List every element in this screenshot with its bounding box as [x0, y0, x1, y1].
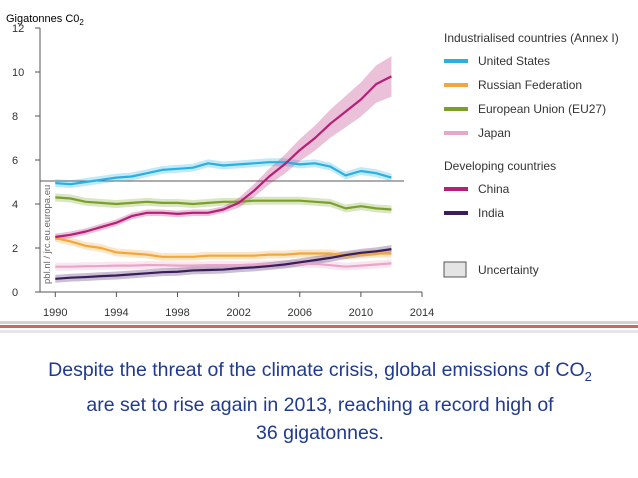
legend-heading-developing: Developing countries — [444, 159, 556, 173]
series-line-russian-federation — [55, 237, 392, 258]
legend-item-japan: Japan — [478, 126, 511, 140]
y-axis-title: Gigatonnes C02 — [6, 13, 84, 27]
caption-subscript: 2 — [584, 368, 592, 384]
slide-caption: Despite the threat of the climate crisis… — [20, 356, 620, 447]
legend-swatch-united-states — [444, 59, 468, 63]
series-line-japan — [55, 262, 392, 268]
caption-line-1-text: Despite the threat of the climate crisis… — [48, 359, 585, 381]
x-tick-label: 1990 — [43, 307, 67, 319]
x-tick-label: 2002 — [226, 307, 250, 319]
legend: Industrialised countries (Annex I) Unite… — [443, 31, 619, 278]
divider-line — [0, 321, 638, 324]
uncertainty-band-united-states — [55, 158, 392, 189]
legend-heading-industrialised: Industrialised countries (Annex I) — [444, 31, 619, 45]
legend-item-china: China — [478, 182, 510, 196]
y-tick-label: 4 — [12, 199, 18, 211]
y-tick-label: 0 — [12, 287, 18, 299]
legend-swatch-china — [444, 187, 468, 191]
x-tick-label: 1994 — [104, 307, 128, 319]
x-tick-label: 2006 — [288, 307, 312, 319]
caption-line-3: 36 gigatonnes. — [256, 421, 384, 444]
caption-line-1: Despite the threat of the climate crisis… — [20, 356, 620, 391]
y-tick-label: 12 — [12, 23, 24, 35]
x-tick-label: 2014 — [410, 307, 434, 319]
legend-swatch-russian-federation — [444, 83, 468, 87]
caption-line-2: are set to rise again in 2013, reaching … — [86, 393, 554, 416]
series-line-china — [55, 75, 392, 239]
legend-item-india: India — [478, 206, 504, 220]
divider-shadow — [0, 330, 638, 333]
emissions-chart: Gigatonnes C02 0 2 4 6 8 10 12 1990 1994 1998 200… — [6, 13, 619, 319]
series-line-india — [55, 248, 392, 280]
legend-swatch-japan — [444, 131, 468, 135]
x-tick-label: 2010 — [349, 307, 373, 319]
legend-swatch-european-union — [444, 107, 468, 111]
divider-accent — [0, 325, 638, 328]
y-tick-label: 10 — [12, 67, 24, 79]
uncertainty-band-european-union-eu27 — [55, 193, 392, 214]
series-line-united-states — [55, 161, 392, 186]
y-tick-label: 2 — [12, 243, 18, 255]
legend-item-united-states: United States — [478, 54, 550, 68]
legend-item-european-union: European Union (EU27) — [478, 102, 606, 116]
x-tick-label: 1998 — [165, 307, 189, 319]
series-line-european-union-eu27 — [55, 196, 392, 211]
source-label: pbl.nl / jrc.eu.europa.eu — [42, 185, 53, 284]
y-tick-label: 6 — [12, 155, 18, 167]
legend-item-uncertainty: Uncertainty — [478, 263, 539, 277]
legend-item-russian-federation: Russian Federation — [478, 78, 582, 92]
legend-swatch-india — [444, 211, 468, 215]
y-tick-label: 8 — [12, 111, 18, 123]
legend-swatch-uncertainty — [443, 261, 467, 278]
uncertainty-band-china — [55, 56, 392, 241]
